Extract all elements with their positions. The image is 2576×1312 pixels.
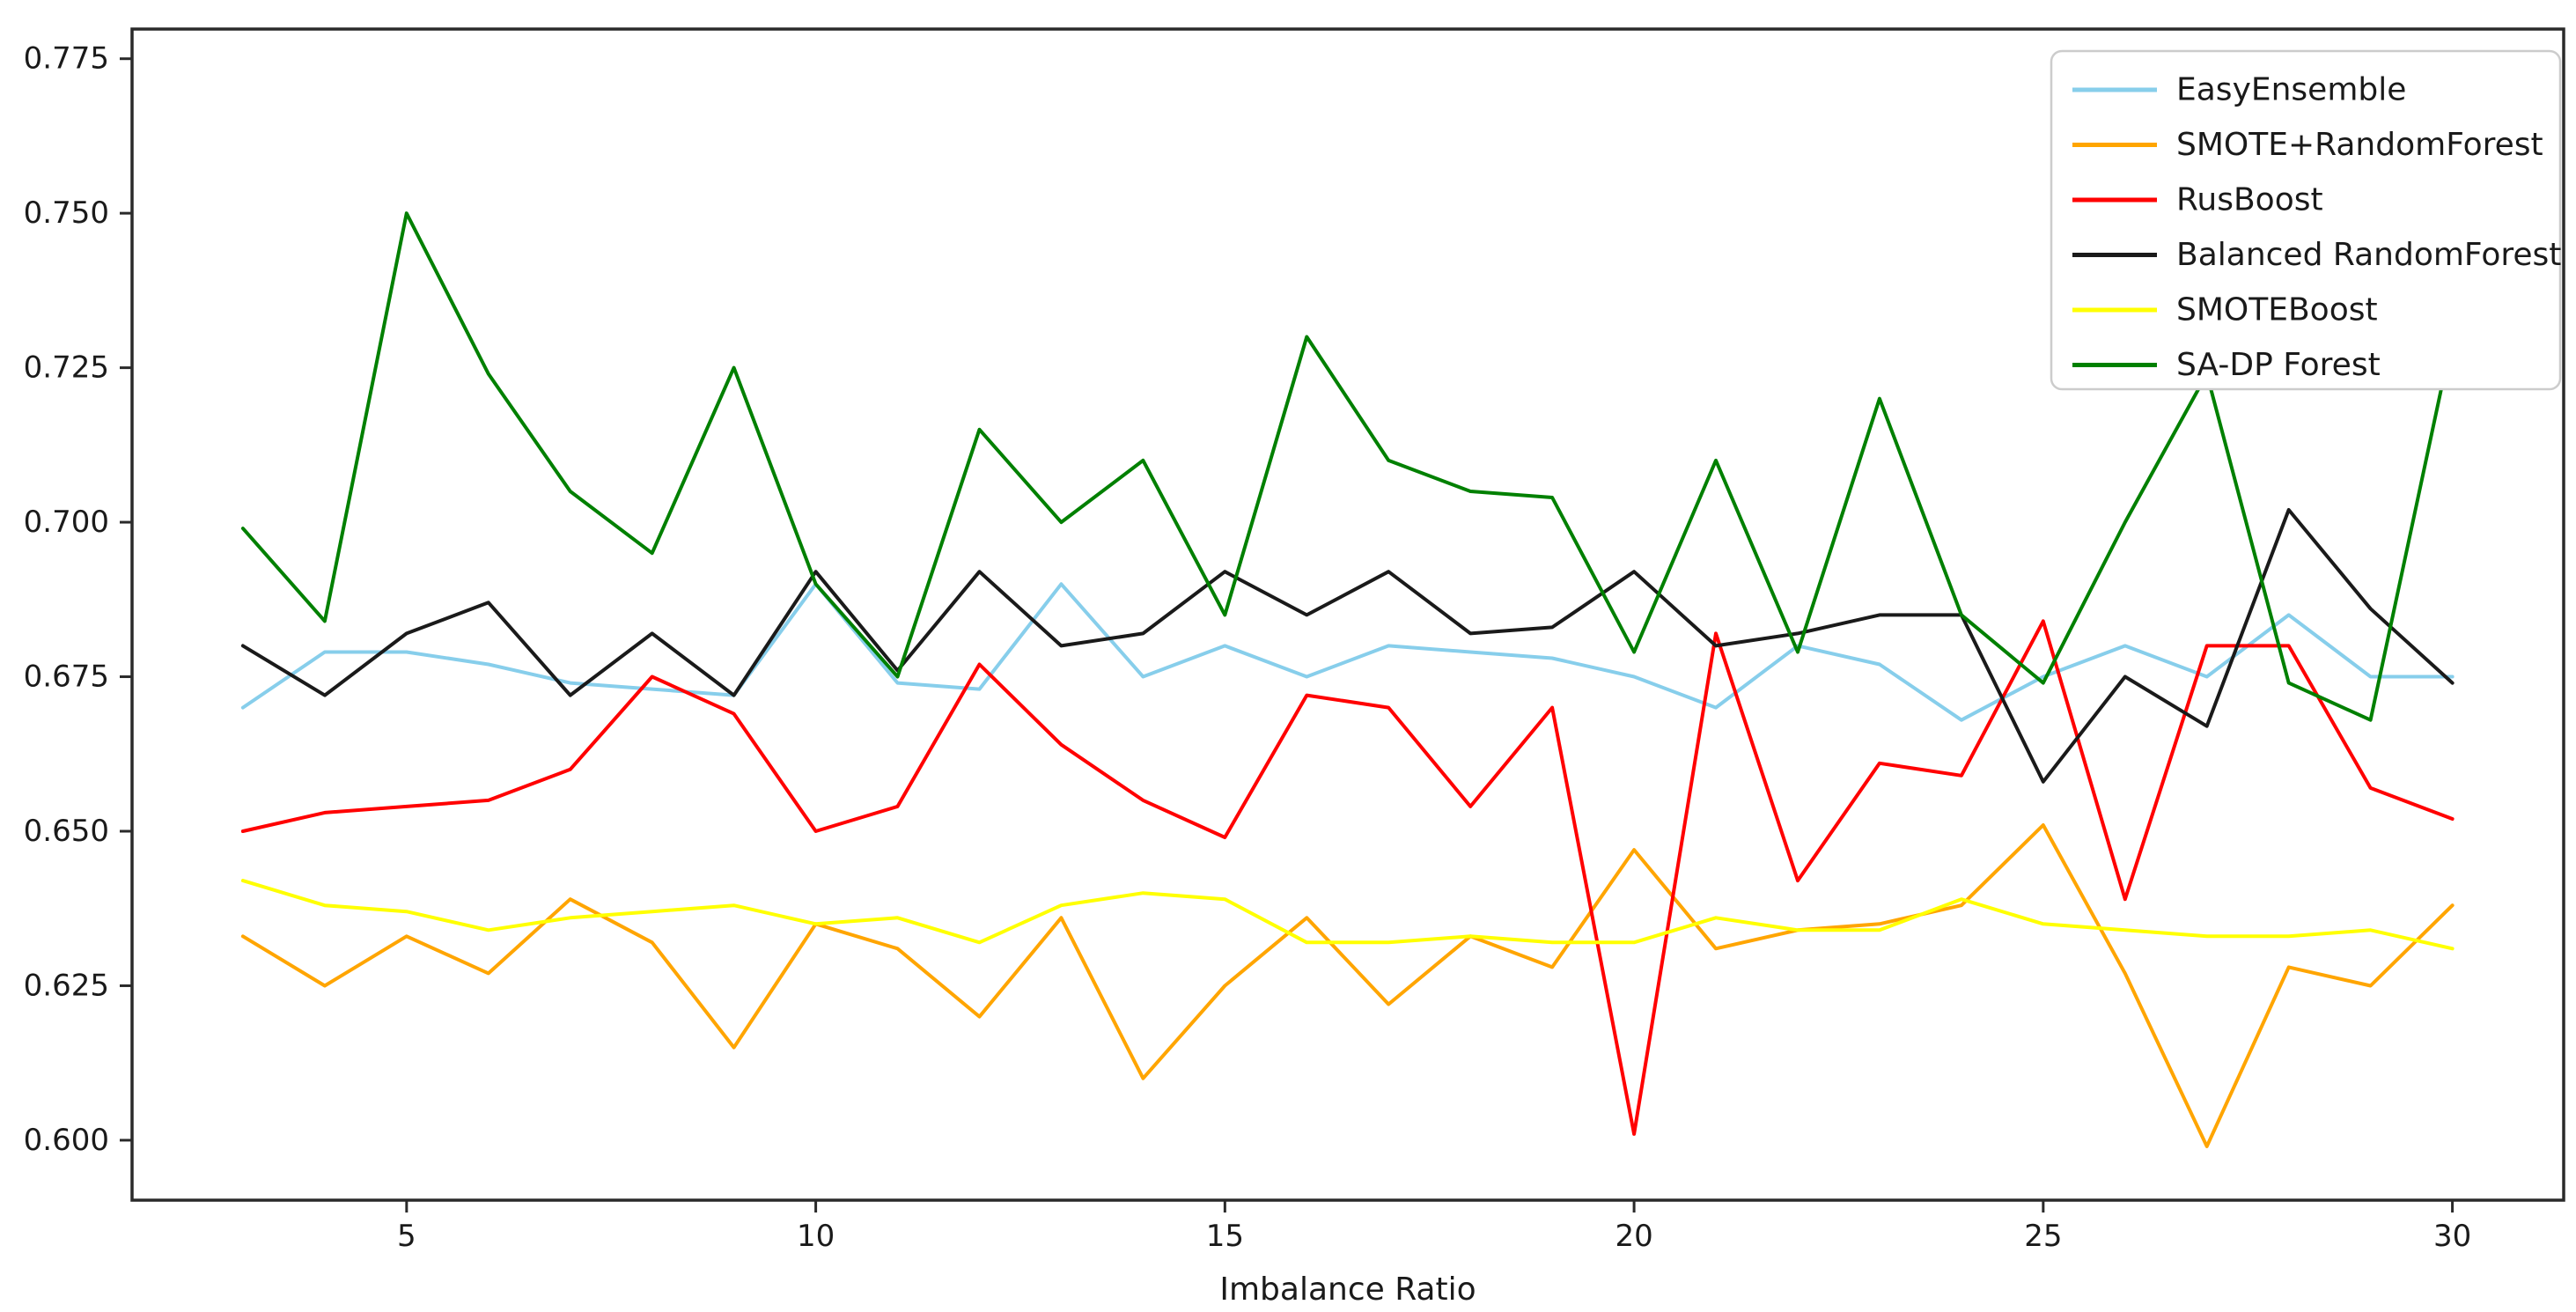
x-tick-label: 10 <box>797 1219 835 1254</box>
series-line-smoteboost <box>240 879 2455 951</box>
legend-label: RusBoost <box>2176 182 2323 218</box>
y-tick-label: 0.775 <box>24 41 109 77</box>
legend-label: SMOTEBoost <box>2176 292 2378 328</box>
legend-box <box>2050 49 2562 391</box>
legend-label: SMOTE+RandomForest <box>2176 127 2543 163</box>
series-line-smote-randomforest <box>240 823 2455 1148</box>
y-tick-label: 0.650 <box>24 814 109 849</box>
series-line-rusboost <box>240 619 2455 1136</box>
y-tick-label: 0.750 <box>24 195 109 231</box>
y-tick-label: 0.725 <box>24 350 109 386</box>
y-tick-label: 0.625 <box>24 968 109 1003</box>
x-tick-label: 25 <box>2024 1219 2062 1254</box>
y-tick-label: 0.600 <box>24 1123 109 1158</box>
series-line-sa-dp-forest <box>240 211 2455 722</box>
x-tick-label: 20 <box>1615 1219 1652 1254</box>
x-axis-title: Imbalance Ratio <box>1219 1271 1476 1308</box>
series-line-balanced-randomforest <box>240 508 2455 784</box>
x-tick-label: 30 <box>2433 1219 2471 1254</box>
x-tick-label: 5 <box>397 1219 416 1254</box>
x-tick-label: 15 <box>1206 1219 1244 1254</box>
series-line-easyensemble <box>240 582 2455 722</box>
legend-label: EasyEnsemble <box>2176 72 2406 108</box>
y-tick-label: 0.675 <box>24 660 109 695</box>
legend-label: Balanced RandomForest <box>2176 237 2561 273</box>
legend-label: SA-DP Forest <box>2176 347 2381 383</box>
y-tick-label: 0.700 <box>24 505 109 540</box>
